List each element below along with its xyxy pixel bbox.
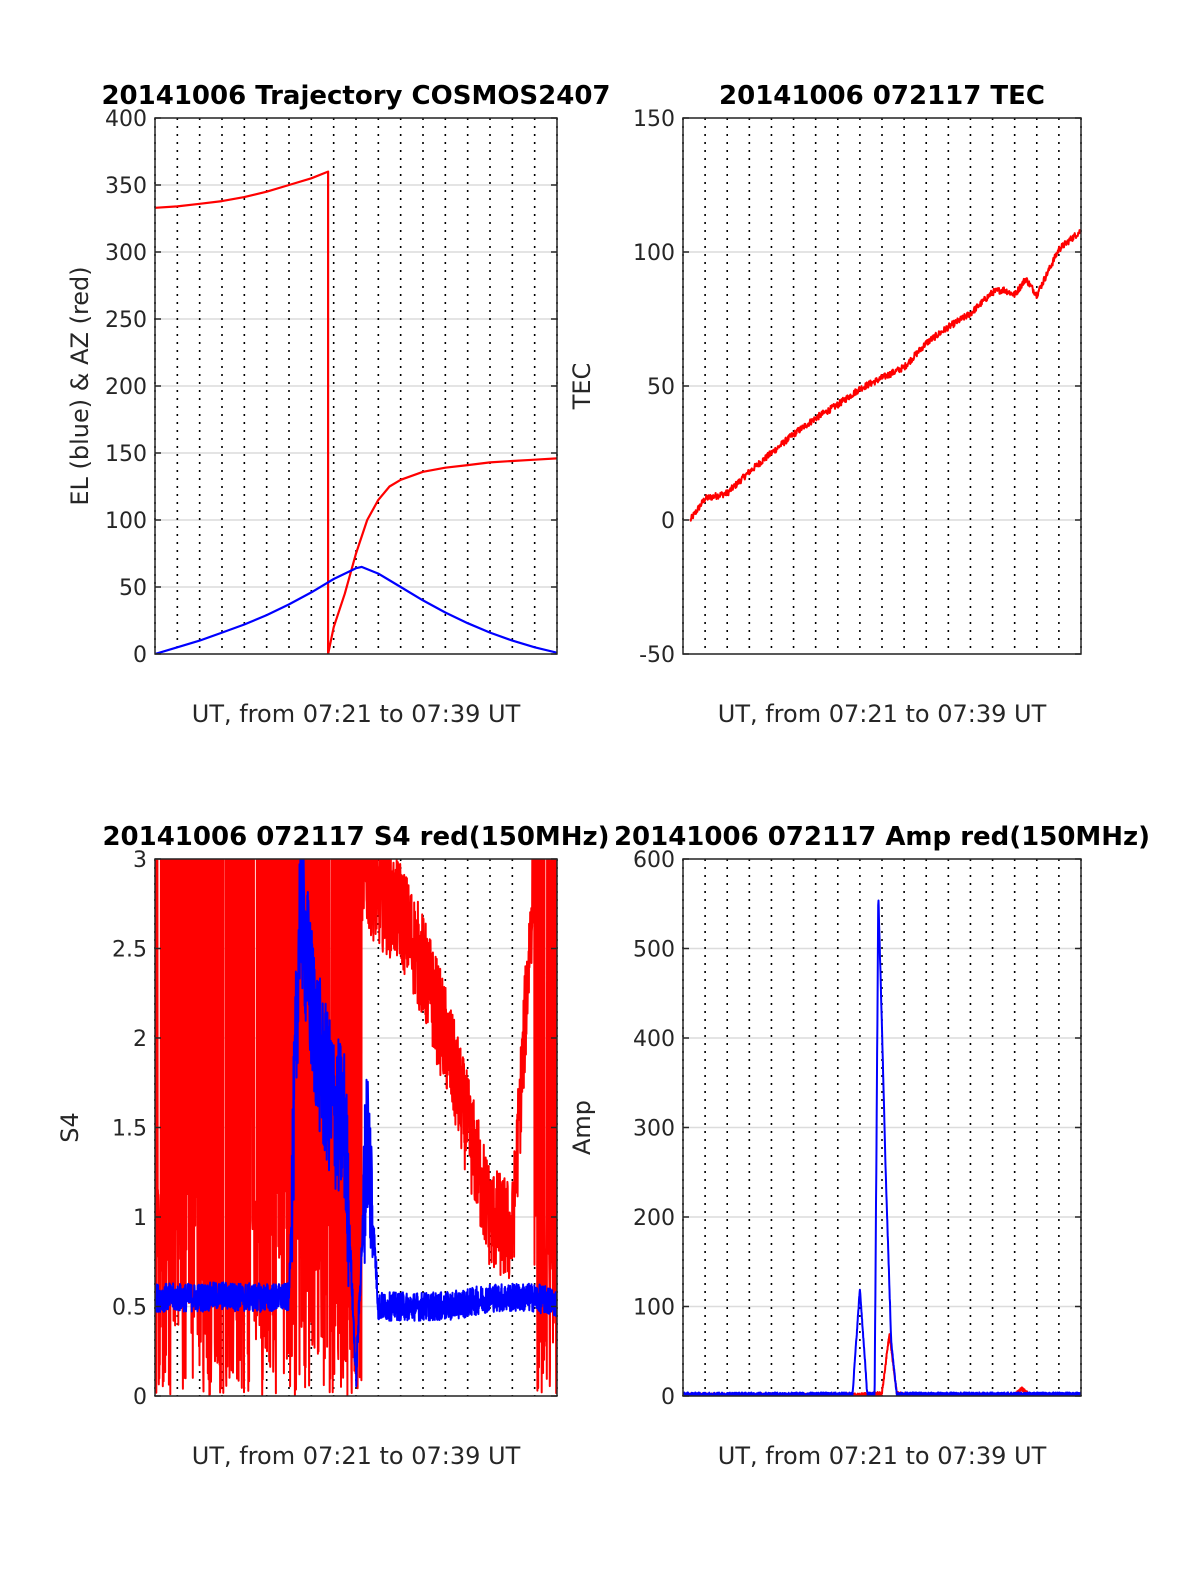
- y-tick-label: 100: [633, 1296, 675, 1321]
- y-tick-label: 200: [105, 375, 147, 400]
- chart-amp: 010020030040050060007:2507:3007:35201410…: [568, 822, 1150, 1470]
- x-axis-label: UT, from 07:21 to 07:39 UT: [718, 700, 1047, 728]
- y-tick-label: 1: [133, 1206, 147, 1231]
- y-tick-label: 0: [133, 643, 147, 668]
- y-tick-label: 300: [105, 241, 147, 266]
- chart-title: 20141006 Trajectory COSMOS2407: [101, 81, 610, 111]
- y-tick-label: 100: [633, 241, 675, 266]
- x-axis-label: UT, from 07:21 to 07:39 UT: [192, 700, 521, 728]
- y-tick-label: -50: [639, 643, 675, 668]
- y-tick-label: 350: [105, 174, 147, 199]
- y-tick-label: 50: [647, 375, 675, 400]
- y-tick-label: 0.5: [112, 1296, 147, 1321]
- y-tick-label: 250: [105, 308, 147, 333]
- x-axis-label: UT, from 07:21 to 07:39 UT: [192, 1442, 521, 1470]
- y-tick-label: 150: [105, 442, 147, 467]
- y-tick-label: 1.5: [112, 1117, 147, 1142]
- y-tick-label: 400: [105, 107, 147, 132]
- series-line-1: [155, 859, 557, 1388]
- y-tick-label: 2.5: [112, 938, 147, 963]
- y-tick-label: 0: [661, 509, 675, 534]
- y-axis-label: EL (blue) & AZ (red): [66, 266, 94, 505]
- y-tick-label: 150: [633, 107, 675, 132]
- series-line-0: [155, 859, 557, 1396]
- series-line-0: [689, 229, 1081, 522]
- chart-s4: 00.511.522.5307:2507:3007:3520141006 072…: [56, 822, 610, 1470]
- y-tick-label: 3: [133, 848, 147, 873]
- y-tick-label: 0: [133, 1385, 147, 1410]
- chart-title: 20141006 072117 S4 red(150MHz): [102, 822, 609, 852]
- y-axis-label: S4: [56, 1112, 84, 1143]
- y-tick-label: 100: [105, 509, 147, 534]
- chart-trajectory: 05010015020025030035040007:3020141006 Tr…: [66, 81, 611, 728]
- x-axis-label: UT, from 07:21 to 07:39 UT: [718, 1442, 1047, 1470]
- chart-title: 20141006 072117 TEC: [719, 81, 1045, 111]
- y-tick-label: 200: [633, 1206, 675, 1231]
- y-axis-label: TEC: [568, 363, 596, 411]
- y-tick-label: 300: [633, 1117, 675, 1142]
- y-tick-label: 2: [133, 1027, 147, 1052]
- y-tick-label: 600: [633, 848, 675, 873]
- y-axis-label: Amp: [568, 1100, 596, 1155]
- y-tick-label: 500: [633, 938, 675, 963]
- chart-tec: -5005010015007:3020141006 072117 TECUT, …: [568, 81, 1082, 728]
- y-tick-label: 400: [633, 1027, 675, 1052]
- series-line-1: [155, 565, 557, 654]
- y-tick-label: 0: [661, 1385, 675, 1410]
- series-line-0: [155, 170, 557, 654]
- chart-title: 20141006 072117 Amp red(150MHz): [614, 822, 1150, 852]
- y-tick-label: 50: [119, 576, 147, 601]
